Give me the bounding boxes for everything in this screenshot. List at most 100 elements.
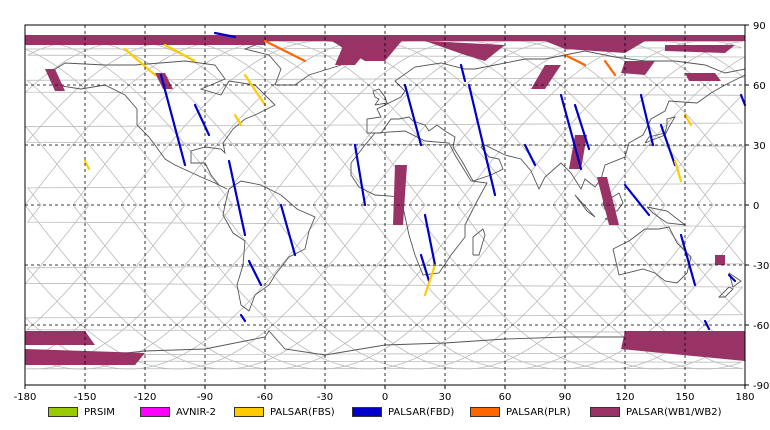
orbit-track [26, 204, 745, 370]
strip-swath [573, 103, 591, 151]
coastline [366, 50, 746, 191]
legend-swatch [234, 407, 264, 417]
strip-swath [279, 203, 297, 257]
strip-swath [159, 73, 187, 167]
legend-label: PALSAR(WB1/WB2) [626, 406, 722, 418]
orbit-track [25, 204, 742, 370]
coastline [372, 88, 388, 106]
orbit-track [25, 204, 745, 370]
strip-swath [423, 213, 437, 267]
legend-item-avnir2: AVNIR-2 [140, 404, 216, 420]
strip-swath [563, 53, 587, 67]
y-tick-label: 30 [753, 141, 766, 152]
strip-swath [727, 273, 737, 283]
wb-swath [621, 331, 745, 361]
legend-label: AVNIR-2 [176, 406, 216, 418]
strip-swath [559, 93, 583, 171]
orbit-track [25, 204, 744, 370]
y-tick-label: 60 [753, 81, 766, 92]
wb-swath [425, 41, 505, 61]
legend-swatch [140, 407, 170, 417]
coastline [644, 116, 676, 144]
wb-swath [335, 41, 375, 65]
strip-swath [639, 93, 655, 147]
legend-label: PALSAR(FBS) [270, 406, 335, 418]
coastline [222, 180, 316, 312]
coastline [472, 228, 486, 256]
x-tick-label: 180 [735, 392, 754, 400]
legend-item-palsar-plr: PALSAR(PLR) [470, 404, 570, 420]
strip-swath [263, 39, 307, 63]
strip-swath [163, 43, 197, 63]
wb-swath [597, 177, 619, 225]
world-map-plot: -180 -150 -120 -90 -60 -30 0 30 60 90 120 150 180 90… [14, 21, 770, 403]
orbit-track [312, 204, 714, 370]
grid-lines [25, 25, 745, 385]
y-tick-label: -30 [753, 261, 769, 272]
coastline [574, 194, 596, 218]
strip-swath [739, 93, 747, 107]
legend: PRSIM AVNIR-2 PALSAR(FBS) PALSAR(FBD) PA… [0, 400, 770, 424]
strip-swath [459, 63, 467, 83]
y-tick-label: -90 [753, 381, 769, 392]
x-tick-label: -60 [257, 392, 273, 400]
legend-item-palsar-fbs: PALSAR(FBS) [234, 404, 335, 420]
wb-swath [715, 255, 725, 265]
orbit-track [26, 204, 744, 370]
orbit-track [312, 40, 714, 206]
strip-swath [423, 263, 437, 297]
legend-swatch [48, 407, 78, 417]
legend-item-palsar-fbd: PALSAR(FBD) [352, 404, 454, 420]
coastline [646, 206, 687, 226]
wb-swath [155, 73, 173, 89]
strip-swath [623, 183, 651, 217]
y-tick-label: -60 [753, 321, 769, 332]
strip-swath [227, 159, 247, 237]
strip-swath [419, 253, 431, 283]
x-tick-label: -120 [134, 392, 157, 400]
orbit-track [120, 204, 522, 370]
strip-swath [603, 59, 617, 77]
strip-swath [213, 31, 237, 39]
wb-swath [685, 73, 721, 81]
strip-swath [243, 73, 267, 107]
strip-swath [247, 259, 263, 287]
coastline [728, 272, 742, 288]
wb-swath [393, 165, 407, 225]
x-tick-label: 150 [675, 392, 694, 400]
orbit-track [72, 40, 474, 206]
legend-item-palsar-wb: PALSAR(WB1/WB2) [590, 404, 722, 420]
x-tick-label: 60 [499, 392, 512, 400]
coastline [243, 38, 350, 86]
x-tick-label: 30 [439, 392, 452, 400]
wb-swath [45, 69, 65, 91]
legend-swatch [590, 407, 620, 417]
legend-swatch [352, 407, 382, 417]
wb-swath [545, 41, 645, 53]
y-tick-label: 0 [753, 201, 759, 212]
y-tick-labels: 90 60 30 0 -30 -60 -90 [745, 21, 769, 392]
strip-swath [353, 143, 367, 207]
orbit-track [25, 204, 744, 370]
orbit-track [168, 40, 570, 206]
strip-swath [233, 113, 243, 127]
coastline [602, 192, 624, 212]
orbit-track [216, 204, 618, 370]
wb-swath [531, 65, 561, 89]
strip-swath [83, 159, 91, 171]
x-tick-label: -30 [317, 392, 333, 400]
strip-swath [703, 319, 711, 331]
legend-item-prsim: PRSIM [48, 404, 115, 420]
strip-swath [123, 47, 157, 77]
strip-swath [673, 159, 683, 183]
legend-label: PALSAR(FBD) [388, 406, 455, 418]
strip-swath [679, 233, 697, 287]
strip-swath [683, 113, 693, 127]
legend-label: PALSAR(PLR) [506, 406, 571, 418]
x-tick-label: -90 [197, 392, 213, 400]
strip-swath [403, 83, 423, 147]
strip-swath [523, 143, 537, 167]
strip-swath [193, 103, 211, 137]
x-tick-label: 90 [559, 392, 572, 400]
